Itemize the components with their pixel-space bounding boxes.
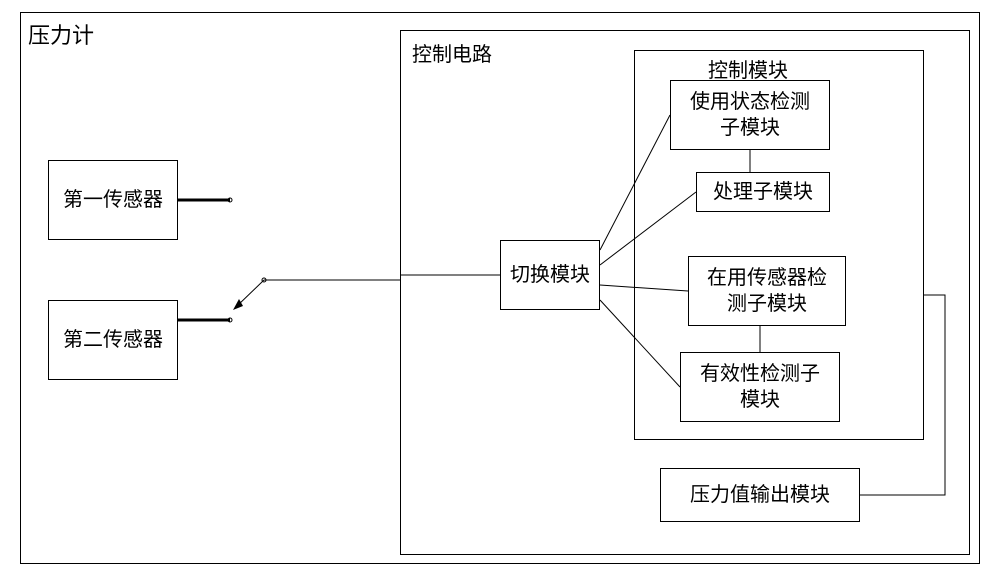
node-switch-module: 切换模块: [500, 240, 600, 310]
control-module-label: 控制模块: [708, 54, 788, 83]
node-process: 处理子模块: [696, 172, 830, 212]
node-active-sensor: 在用传感器检测子模块: [688, 256, 846, 326]
node-use-state: 使用状态检测子模块: [670, 80, 830, 150]
outer-title: 压力计: [28, 18, 94, 50]
node-validity: 有效性检测子模块: [680, 352, 840, 422]
control-circuit-label: 控制电路: [412, 38, 492, 67]
node-sensor2: 第二传感器: [48, 300, 178, 380]
node-output: 压力值输出模块: [660, 468, 860, 522]
node-sensor1: 第一传感器: [48, 160, 178, 240]
